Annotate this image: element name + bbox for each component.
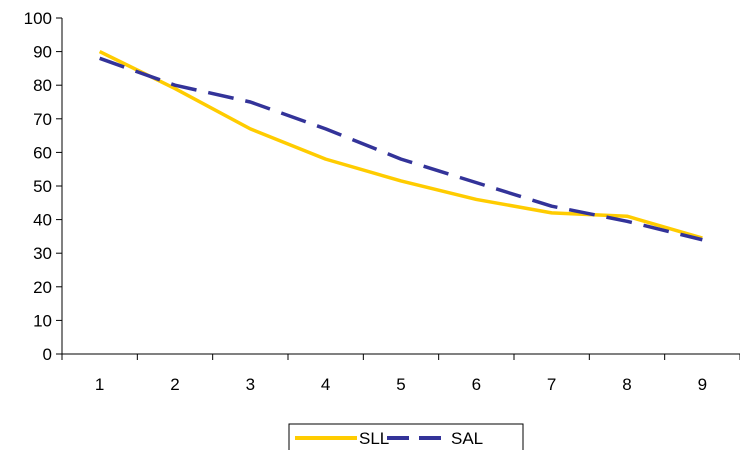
x-tick-label: 8 xyxy=(622,375,631,394)
y-tick-label: 10 xyxy=(33,311,52,330)
y-tick-label: 0 xyxy=(43,345,52,364)
y-tick-label: 20 xyxy=(33,278,52,297)
series-layer xyxy=(98,50,703,242)
x-tick-label: 6 xyxy=(472,375,481,394)
x-tick-label: 4 xyxy=(321,375,330,394)
x-tick-label: 7 xyxy=(547,375,556,394)
y-tick-label: 70 xyxy=(33,110,52,129)
legend-label-sll: SLL xyxy=(359,429,389,448)
y-tick-label: 90 xyxy=(33,43,52,62)
legend-label-sal: SAL xyxy=(451,429,483,448)
y-tick-label: 80 xyxy=(33,76,52,95)
series-line-sll xyxy=(98,50,703,240)
x-tick-label: 1 xyxy=(95,375,104,394)
y-tick-label: 100 xyxy=(24,9,52,28)
y-tick-label: 50 xyxy=(33,177,52,196)
x-tick-label: 2 xyxy=(170,375,179,394)
x-tick-label: 9 xyxy=(698,375,707,394)
y-tick-label: 30 xyxy=(33,244,52,263)
legend: SLL SAL xyxy=(288,423,524,450)
x-tick-label: 5 xyxy=(396,375,405,394)
series-line-sal xyxy=(99,56,703,242)
x-tick-label: 3 xyxy=(246,375,255,394)
axes: 0 10 20 30 40 50 60 70 80 90 100 1 2 3 4 5 6 7 8 9 xyxy=(24,9,740,394)
y-tick-label: 40 xyxy=(33,211,52,230)
y-tick-label: 60 xyxy=(33,143,52,162)
